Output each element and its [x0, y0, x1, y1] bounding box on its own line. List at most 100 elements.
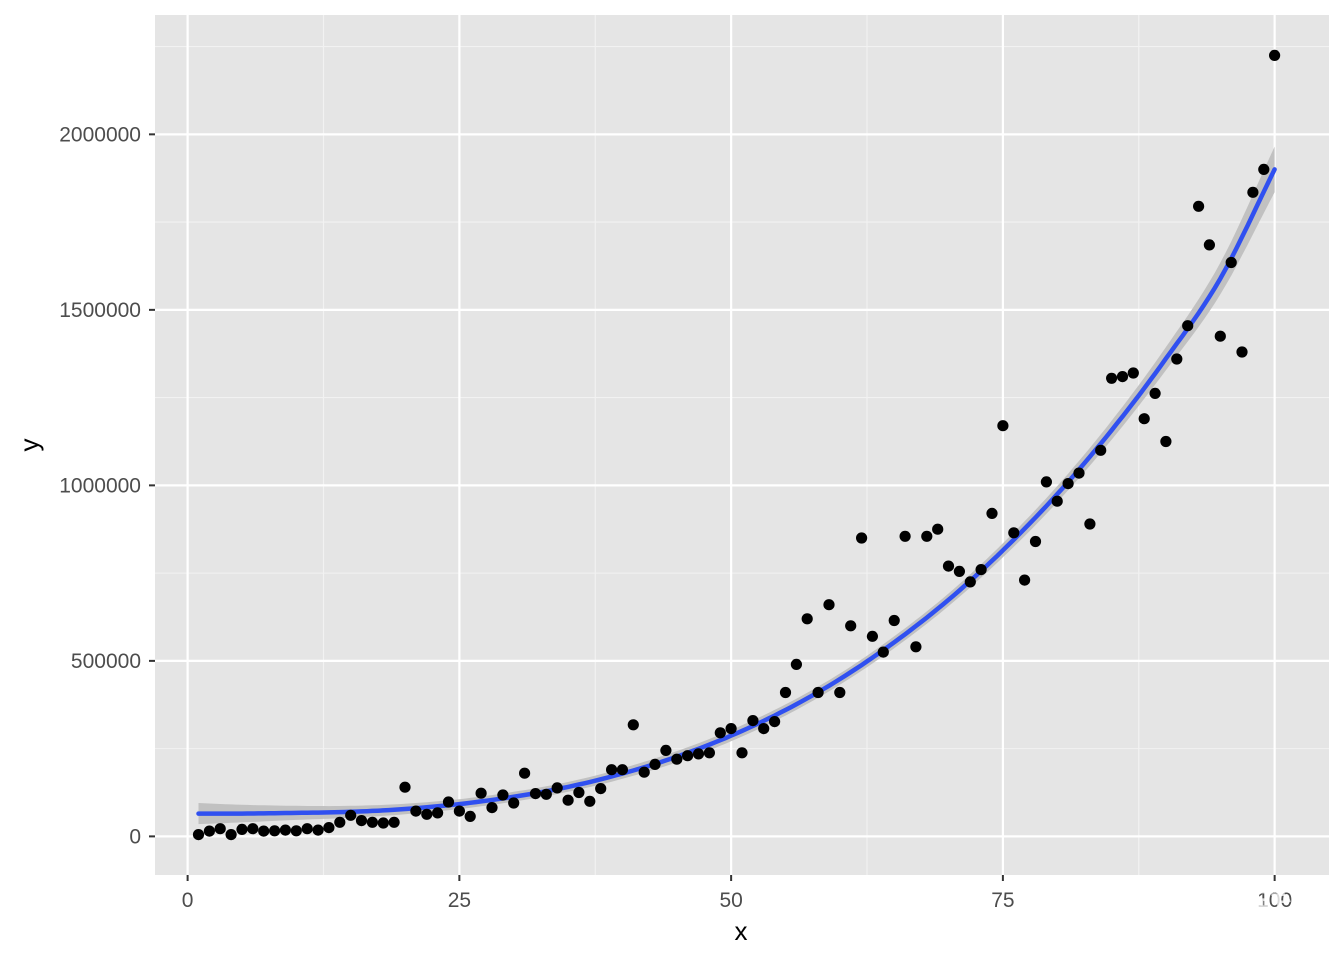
- x-tick-label: 100: [1257, 889, 1292, 912]
- data-point: [899, 530, 911, 542]
- confidence-band: [198, 146, 1275, 825]
- data-point: [942, 560, 955, 572]
- data-point: [1247, 186, 1259, 198]
- x-tick-label: 50: [719, 889, 742, 912]
- data-point: [616, 764, 629, 776]
- data-point: [1127, 367, 1139, 379]
- data-point: [877, 646, 889, 658]
- data-point: [432, 807, 444, 819]
- data-point: [573, 786, 585, 799]
- data-point: [247, 823, 259, 835]
- data-point: [1029, 535, 1042, 548]
- data-point: [986, 507, 998, 519]
- confidence-band-area: [198, 146, 1275, 825]
- data-point: [649, 758, 661, 771]
- data-point: [910, 641, 922, 653]
- data-point: [1171, 353, 1183, 365]
- data-point: [997, 420, 1009, 432]
- data-point: [355, 815, 368, 827]
- data-point: [660, 744, 672, 757]
- data-point: [1008, 527, 1020, 539]
- data-point: [714, 727, 726, 739]
- data-point: [1182, 320, 1194, 332]
- data-point: [486, 802, 498, 814]
- data-point: [323, 822, 335, 834]
- x-axis-ticks: 0 25 50 75 100: [182, 875, 1292, 912]
- data-point: [1116, 371, 1129, 383]
- data-point: [312, 824, 324, 836]
- data-point: [377, 817, 389, 829]
- data-point: [410, 805, 422, 817]
- data-point: [975, 564, 987, 576]
- data-point: [953, 565, 966, 578]
- data-point: [192, 829, 205, 841]
- data-point: [1084, 518, 1096, 530]
- y-axis-title: y: [14, 439, 44, 452]
- data-point: [464, 810, 476, 823]
- data-point: [1073, 467, 1085, 479]
- data-point: [279, 824, 291, 836]
- data-point: [1051, 495, 1063, 507]
- data-point: [497, 789, 509, 801]
- x-tick-label: 75: [991, 889, 1014, 912]
- data-point: [801, 613, 813, 625]
- data-point: [703, 747, 716, 759]
- data-point: [758, 723, 770, 735]
- data-point: [866, 630, 879, 642]
- data-point: [258, 825, 270, 837]
- data-point: [1138, 413, 1150, 425]
- data-point: [388, 816, 400, 828]
- data-point: [290, 825, 302, 837]
- data-point: [1095, 444, 1107, 456]
- data-point: [964, 576, 976, 588]
- x-tick-label: 25: [448, 889, 471, 912]
- data-point: [856, 532, 868, 544]
- data-point: [1062, 478, 1074, 490]
- data-point: [671, 753, 683, 765]
- data-point: [519, 767, 531, 779]
- data-point: [1269, 49, 1281, 62]
- data-point: [421, 808, 433, 820]
- data-point: [442, 796, 455, 808]
- data-point: [551, 782, 563, 794]
- data-point: [529, 788, 542, 800]
- data-point: [790, 658, 803, 671]
- data-point: [584, 795, 596, 807]
- data-point: [1106, 372, 1118, 384]
- data-point: [932, 523, 944, 535]
- data-points: [192, 49, 1281, 841]
- data-point: [1236, 346, 1248, 358]
- data-point: [1160, 435, 1172, 448]
- y-tick-label: 500000: [71, 650, 141, 673]
- data-point: [1203, 239, 1215, 251]
- x-tick-label: 0: [182, 889, 194, 912]
- y-tick-label: 0: [129, 825, 141, 848]
- data-point: [334, 816, 346, 828]
- data-point: [269, 825, 281, 837]
- data-point: [845, 620, 857, 632]
- y-tick-label: 2000000: [59, 123, 141, 146]
- data-point: [345, 809, 357, 821]
- data-point: [812, 686, 824, 699]
- data-point: [203, 825, 215, 837]
- data-point: [1225, 256, 1237, 269]
- data-point: [736, 747, 748, 759]
- data-point: [606, 764, 618, 776]
- data-point: [508, 797, 520, 809]
- data-point: [834, 686, 846, 699]
- data-point: [1149, 387, 1161, 399]
- data-point: [214, 823, 226, 835]
- data-point: [627, 719, 639, 731]
- data-point: [692, 748, 705, 760]
- data-point: [562, 794, 574, 806]
- data-point: [779, 686, 792, 699]
- data-point: [725, 723, 737, 735]
- data-point: [638, 766, 650, 778]
- data-point: [399, 781, 411, 793]
- data-point: [1193, 200, 1205, 212]
- data-point: [453, 805, 465, 817]
- data-point: [366, 816, 378, 828]
- data-point: [747, 715, 759, 727]
- major-gridlines: [155, 15, 1329, 875]
